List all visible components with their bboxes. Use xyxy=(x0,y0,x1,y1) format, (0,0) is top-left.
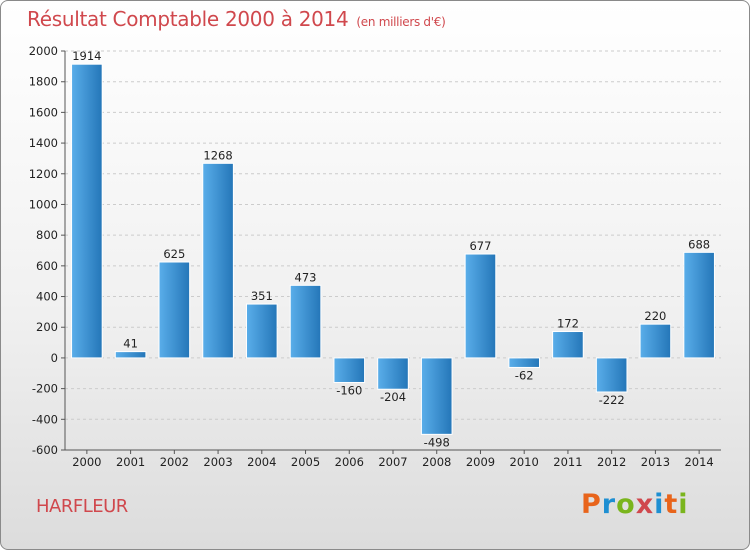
labels: 1914 41 625 1268 351 473 -160 -204 -498 677 -62 172… xyxy=(72,49,710,449)
data-label: -498 xyxy=(424,435,450,449)
data-label: 473 xyxy=(295,270,317,284)
y-tick-label: 600 xyxy=(36,259,58,273)
x-tick-label: 2008 xyxy=(422,455,451,469)
y-tick-label: 1200 xyxy=(29,167,58,181)
y-tick-label: -400 xyxy=(32,412,58,426)
data-label: -222 xyxy=(599,393,625,407)
logo-letter: P xyxy=(581,489,602,520)
title-text: Résultat Comptable 2000 à 2014 xyxy=(27,7,349,31)
x-tick-label: 2014 xyxy=(684,455,713,469)
chart-title: Résultat Comptable 2000 à 2014 (en millie… xyxy=(27,7,446,31)
bar xyxy=(333,357,366,383)
x-tick-label: 2010 xyxy=(510,455,539,469)
bar xyxy=(377,357,409,390)
data-label: 351 xyxy=(251,289,273,303)
logo-letter: i xyxy=(678,489,689,520)
x-tick-label: 2003 xyxy=(203,455,232,469)
x-tick-label: 2009 xyxy=(466,455,495,469)
bar xyxy=(114,351,147,359)
bar xyxy=(420,357,453,435)
bar xyxy=(158,261,191,359)
commune-name: HARFLEUR xyxy=(36,496,128,517)
logo-letter: t xyxy=(664,489,679,520)
bar xyxy=(508,357,541,368)
x-tick-label: 2006 xyxy=(335,455,364,469)
data-label: 220 xyxy=(644,309,666,323)
y-tick-label: 1400 xyxy=(29,136,58,150)
y-tick-label: 1000 xyxy=(29,197,58,211)
bar xyxy=(245,303,278,359)
y-tick-label: 400 xyxy=(36,290,58,304)
y-tick-label: 800 xyxy=(36,228,58,242)
bar xyxy=(683,251,715,359)
x-tick-label: 2001 xyxy=(116,455,145,469)
data-label: -160 xyxy=(336,383,362,397)
chart-subtitle: (en milliers d'€) xyxy=(356,15,446,29)
bar xyxy=(464,253,497,359)
bar xyxy=(595,357,628,393)
y-tick-label: 1800 xyxy=(29,75,58,89)
data-label: 688 xyxy=(688,237,710,251)
data-label: 1268 xyxy=(203,148,232,162)
logo-letter: i xyxy=(654,489,665,520)
x-tick-label: 2012 xyxy=(597,455,626,469)
x-tick-label: 2011 xyxy=(553,455,582,469)
data-label: 1914 xyxy=(72,49,101,63)
y-tick-label: -200 xyxy=(32,382,58,396)
bar xyxy=(71,63,103,359)
x-tick-label: 2000 xyxy=(72,455,101,469)
proxiti-logo[interactable]: Proxiti xyxy=(581,489,689,520)
data-label: 41 xyxy=(123,337,138,351)
data-label: 625 xyxy=(163,247,185,261)
x-tick-label: 2004 xyxy=(247,455,276,469)
axes: -600 -400 -200 0 200 400 600 800 1000 1200 1400 160… xyxy=(29,44,721,469)
bar xyxy=(289,284,322,359)
y-tick-label: 1600 xyxy=(29,105,58,119)
bar xyxy=(552,331,584,359)
bars xyxy=(71,63,715,435)
y-tick-label: 200 xyxy=(36,320,58,334)
bar xyxy=(202,162,234,359)
y-tick-label: 2000 xyxy=(29,44,58,58)
logo-letter: r xyxy=(601,489,617,520)
data-label: 172 xyxy=(557,317,579,331)
x-tick-label: 2013 xyxy=(641,455,670,469)
data-label: -204 xyxy=(380,390,406,404)
logo-letter: o xyxy=(616,489,636,520)
logo-letter: x xyxy=(635,489,655,520)
data-label: -62 xyxy=(515,368,534,382)
y-tick-label: 0 xyxy=(51,351,58,365)
bar xyxy=(639,323,672,359)
data-label: 677 xyxy=(469,239,491,253)
x-tick-label: 2005 xyxy=(291,455,320,469)
x-tick-label: 2002 xyxy=(160,455,189,469)
x-tick-label: 2007 xyxy=(378,455,407,469)
y-tick-label: -600 xyxy=(32,443,58,457)
